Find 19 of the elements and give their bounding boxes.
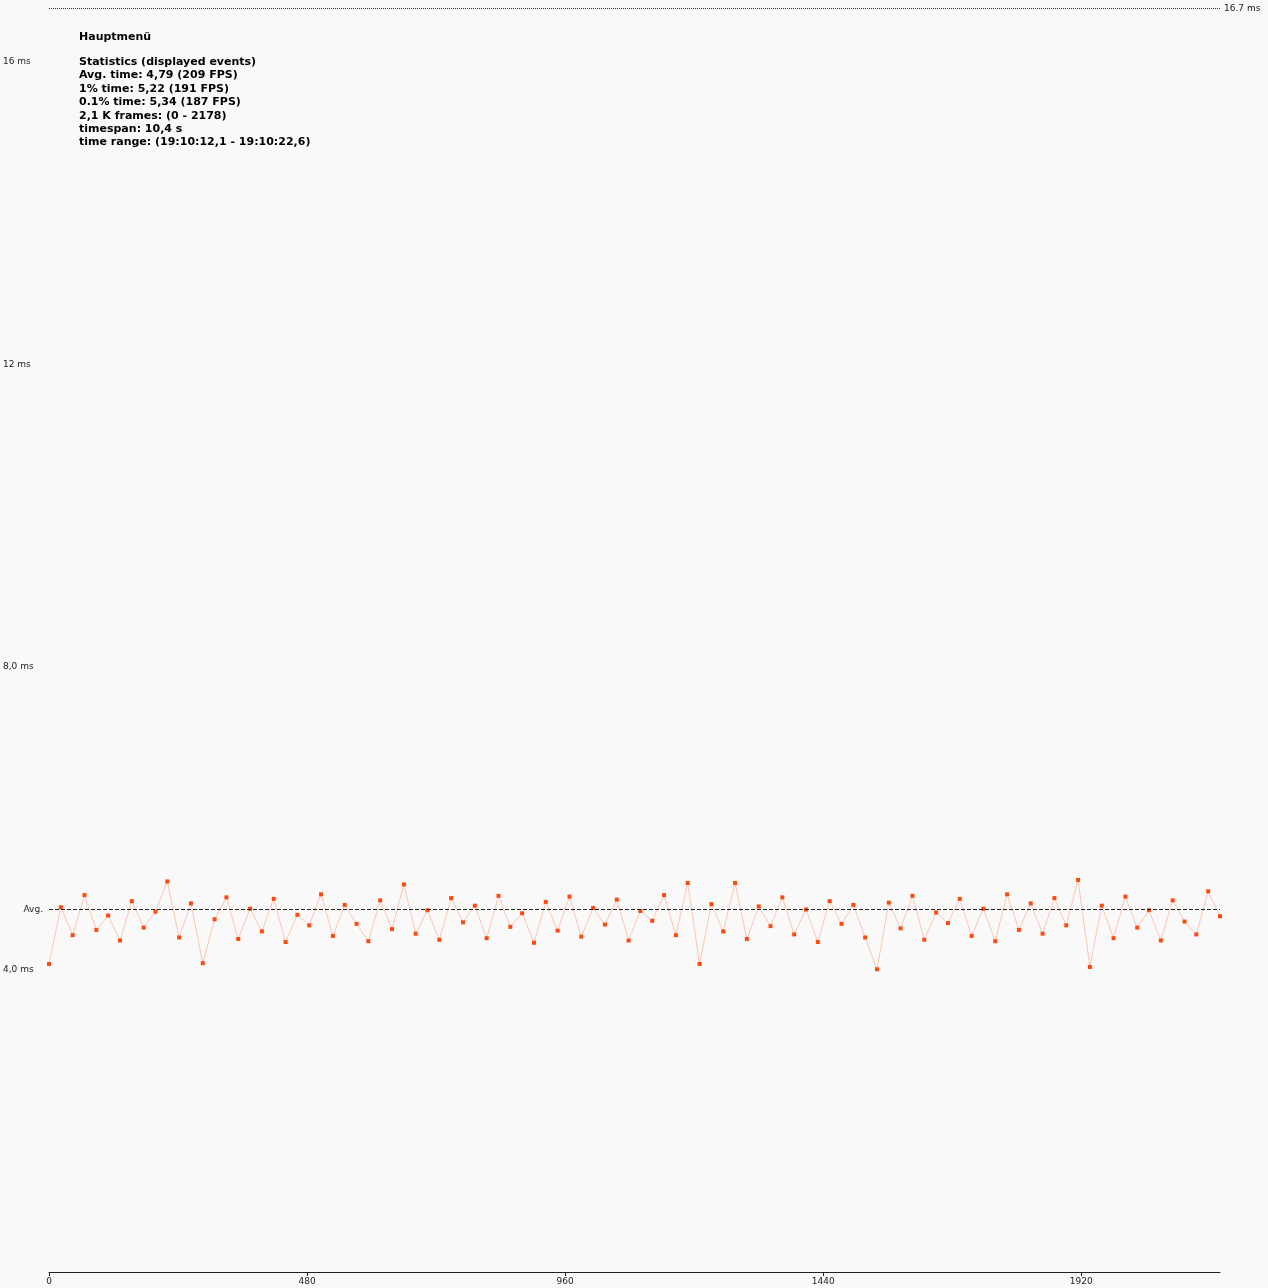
x-tick-label: 1440 — [811, 1275, 835, 1286]
text: Hauptmenü — [79, 30, 152, 43]
annotation: Statistics (displayed events) — [79, 55, 257, 68]
annotation: timespan: 10,4 s — [79, 122, 183, 135]
annotation: 2,1 K frames: (0 - 2178) — [79, 108, 227, 122]
annotation: 0.1% time: 5,34 (187 FPS) — [79, 95, 241, 109]
ref-line-label: 16.7 ms — [1224, 3, 1261, 13]
y-tick-label: 8,0 ms — [3, 661, 34, 672]
annotation: time range: (19:10:12,1 - 19:10:22,6) — [79, 135, 311, 149]
x-tick-label: 0 — [46, 1275, 53, 1286]
y-tick-label: 16 ms — [3, 55, 32, 66]
x-tick-label: 480 — [298, 1275, 316, 1286]
y-tick-label: 12 ms — [3, 358, 32, 369]
x-tick-label: 960 — [556, 1275, 574, 1286]
annotation: Avg. time: 4,79 (209 FPS) — [79, 68, 238, 82]
annotation: 1% time: 5,22 (191 FPS) — [79, 81, 229, 95]
ref-line-label: Avg. — [23, 904, 43, 915]
y-tick-label: 4,0 ms — [3, 964, 34, 975]
x-tick-label: 1920 — [1069, 1275, 1094, 1286]
